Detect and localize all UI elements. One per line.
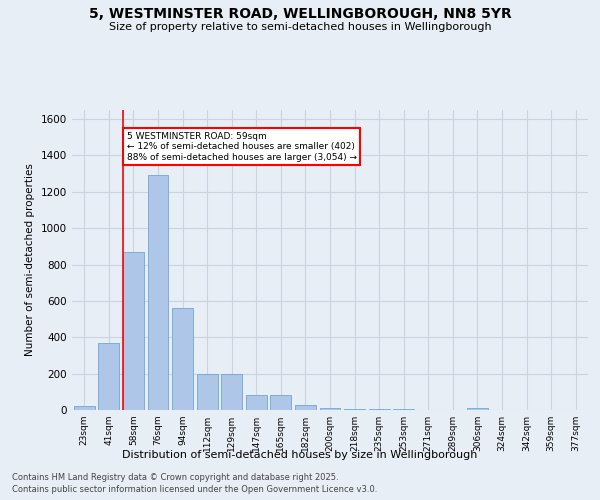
Bar: [197, 374, 218, 410]
Bar: [295, 404, 316, 410]
Bar: [172, 308, 193, 410]
Bar: [74, 406, 95, 410]
Bar: [393, 409, 414, 410]
Text: Distribution of semi-detached houses by size in Wellingborough: Distribution of semi-detached houses by …: [122, 450, 478, 460]
Text: 5, WESTMINSTER ROAD, WELLINGBOROUGH, NN8 5YR: 5, WESTMINSTER ROAD, WELLINGBOROUGH, NN8…: [89, 8, 511, 22]
Bar: [271, 396, 292, 410]
Text: 5 WESTMINSTER ROAD: 59sqm
← 12% of semi-detached houses are smaller (402)
88% of: 5 WESTMINSTER ROAD: 59sqm ← 12% of semi-…: [127, 132, 356, 162]
Bar: [467, 408, 488, 410]
Y-axis label: Number of semi-detached properties: Number of semi-detached properties: [25, 164, 35, 356]
Bar: [98, 342, 119, 410]
Bar: [148, 176, 169, 410]
Text: Contains HM Land Registry data © Crown copyright and database right 2025.: Contains HM Land Registry data © Crown c…: [12, 472, 338, 482]
Bar: [221, 374, 242, 410]
Text: Contains public sector information licensed under the Open Government Licence v3: Contains public sector information licen…: [12, 485, 377, 494]
Bar: [368, 409, 389, 410]
Text: Size of property relative to semi-detached houses in Wellingborough: Size of property relative to semi-detach…: [109, 22, 491, 32]
Bar: [344, 409, 365, 410]
Bar: [320, 408, 340, 410]
Bar: [123, 252, 144, 410]
Bar: [246, 396, 267, 410]
